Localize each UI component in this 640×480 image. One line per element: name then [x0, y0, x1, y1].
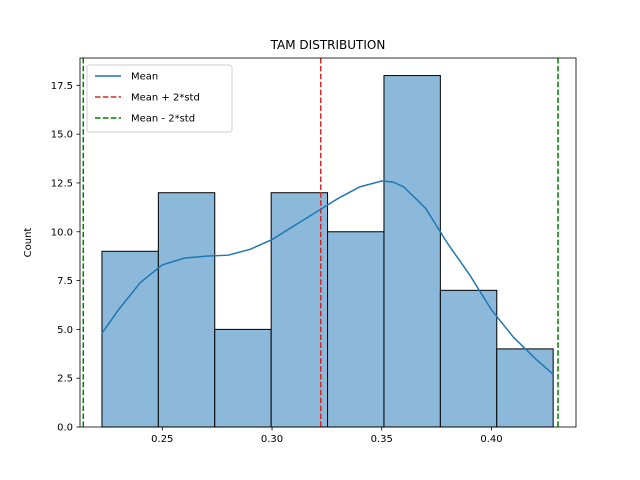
- x-tick-label: 0.35: [371, 434, 393, 445]
- y-axis-label: Count: [23, 228, 34, 258]
- histogram-bar-1: [101, 250, 159, 428]
- x-tick-label: 0.25: [151, 434, 173, 445]
- legend-label-1: Mean: [131, 72, 158, 83]
- y-tick-label: 17.5: [51, 81, 73, 92]
- histogram-bar-3: [214, 328, 272, 428]
- y-tick-label: 7.5: [57, 276, 73, 287]
- histogram-bars: [101, 75, 554, 428]
- histogram-bar-8: [496, 348, 554, 428]
- x-tick-label: 0.40: [480, 434, 502, 445]
- axes-frame: [79, 57, 577, 428]
- histogram-bar-2: [157, 192, 216, 428]
- legend-label-3: Mean - 2*std: [131, 114, 195, 125]
- y-tick-label: 0.0: [57, 423, 73, 434]
- histogram-bar-5: [327, 231, 385, 428]
- x-axis-ticks: 0.25 0.30 0.35 0.40: [151, 427, 503, 445]
- y-axis-ticks: 0.0 2.5 5.0 7.5 10.0 12.5 15.0 17.5: [51, 81, 80, 434]
- kde-line: [101, 180, 554, 375]
- histogram-bar-7: [439, 289, 498, 428]
- x-tick-label: 0.30: [261, 434, 283, 445]
- legend: Mean Mean + 2*std Mean - 2*std: [86, 64, 233, 133]
- y-tick-label: 12.5: [51, 178, 73, 189]
- y-tick-label: 10.0: [51, 227, 73, 238]
- chart-title: TAM DISTRIBUTION: [270, 38, 386, 52]
- legend-box: [86, 64, 233, 133]
- legend-label-2: Mean + 2*std: [131, 93, 200, 104]
- histogram-bar-4: [270, 192, 329, 428]
- y-tick-label: 2.5: [57, 374, 73, 385]
- histogram-bar-6: [383, 75, 441, 428]
- y-tick-label: 5.0: [57, 325, 73, 336]
- y-tick-label: 15.0: [51, 130, 73, 141]
- reference-lines: [82, 58, 559, 427]
